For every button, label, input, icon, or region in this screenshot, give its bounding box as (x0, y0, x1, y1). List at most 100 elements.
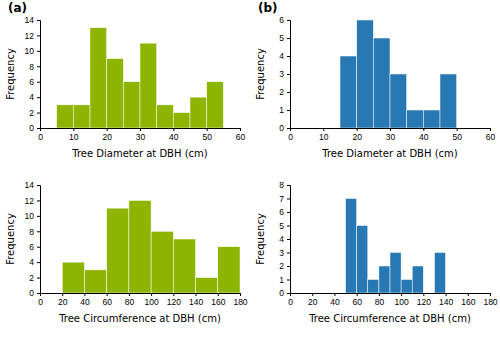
panel-label: (a) (8, 1, 27, 15)
tick-label: 7 (279, 194, 284, 204)
panel: 020406080100120140160180012345678Tree Ci… (255, 180, 498, 324)
axis-line (37, 186, 41, 294)
tick: 1 (279, 275, 290, 285)
tick: 6 (29, 242, 40, 252)
bar (423, 293, 434, 294)
bar (90, 28, 107, 128)
bar (390, 74, 407, 128)
axis-line (291, 294, 491, 297)
tick-label: 60 (102, 297, 112, 307)
tick-mark (357, 128, 358, 131)
tick-mark (287, 253, 290, 254)
tick-mark (196, 293, 197, 296)
tick-mark (423, 128, 424, 131)
tick: 10 (69, 128, 79, 142)
bar (84, 270, 106, 293)
tick-label: 10 (25, 46, 35, 56)
tick-mark (37, 128, 40, 129)
tick-label: 50 (452, 132, 462, 142)
tick: 140 (189, 293, 203, 307)
tick-label: 60 (486, 132, 496, 142)
tick: 0 (38, 293, 43, 307)
tick-label: 50 (202, 132, 212, 142)
bar (440, 74, 457, 128)
tick: 60 (352, 293, 362, 307)
panel: 02040608010012014016018002468101214Tree … (5, 180, 248, 324)
tick-mark (423, 293, 424, 296)
tick-mark (240, 128, 241, 131)
bar (196, 278, 218, 293)
tick-label: 20 (308, 297, 318, 307)
tick-label: 20 (102, 132, 112, 142)
tick: 100 (145, 293, 159, 307)
tick-label: 14 (25, 15, 35, 25)
tick-mark (468, 293, 469, 296)
tick-label: 12 (25, 196, 35, 206)
tick-label: 8 (29, 62, 34, 72)
tick-mark (287, 128, 290, 129)
tick-mark (173, 293, 174, 296)
tick: 1 (279, 105, 290, 115)
tick-mark (37, 97, 40, 98)
tick: 160 (461, 293, 475, 307)
tick-mark (287, 56, 290, 57)
tick: 14 (25, 15, 40, 25)
bar (340, 56, 357, 128)
tick: 140 (439, 293, 453, 307)
tick-mark (129, 293, 130, 296)
tick: 10 (319, 128, 329, 142)
tick-mark (173, 128, 174, 131)
tick-mark (357, 293, 358, 296)
tick-label: 180 (233, 297, 247, 307)
tick-mark (151, 293, 152, 296)
tick-label: 6 (29, 77, 34, 87)
tick: 5 (279, 221, 290, 231)
tick-mark (287, 212, 290, 213)
tick-label: 10 (25, 211, 35, 221)
tick-label: 80 (375, 297, 385, 307)
tick: 0 (288, 293, 293, 307)
tick-label: 2 (279, 261, 284, 271)
bar (151, 231, 173, 293)
tick-mark (490, 128, 491, 131)
y-axis-title: Frequency (255, 48, 266, 100)
bar (346, 199, 357, 294)
bar (218, 247, 240, 293)
tick-label: 160 (211, 297, 225, 307)
tick: 40 (330, 293, 340, 307)
tick: 20 (308, 293, 318, 307)
tick-label: 6 (279, 15, 284, 25)
tick-label: 6 (279, 207, 284, 217)
tick-label: 0 (38, 297, 43, 307)
tick-mark (457, 128, 458, 131)
bar (173, 239, 195, 293)
tick-label: 2 (29, 108, 34, 118)
bar (207, 82, 224, 128)
tick: 60 (236, 128, 246, 142)
tick-mark (37, 200, 40, 201)
tick: 0 (279, 288, 290, 298)
tick-label: 4 (279, 234, 284, 244)
tick-mark (287, 185, 290, 186)
tick-mark (390, 128, 391, 131)
axis-line (291, 129, 491, 132)
bar (157, 105, 174, 128)
tick: 10 (25, 211, 40, 221)
tick-mark (37, 20, 40, 21)
tick-mark (287, 110, 290, 111)
tick: 40 (80, 293, 90, 307)
y-axis: 02468101214 (25, 180, 41, 298)
tick: 40 (169, 128, 179, 142)
tick: 6 (279, 15, 290, 25)
panel-label: (b) (258, 1, 278, 15)
bar (423, 110, 440, 128)
tick: 4 (279, 234, 290, 244)
tick-label: 3 (279, 69, 284, 79)
tick-mark (334, 293, 335, 296)
tick: 0 (279, 123, 290, 133)
tick: 14 (25, 180, 40, 190)
axis-line (287, 21, 291, 129)
y-axis: 012345678 (279, 180, 290, 298)
tick: 180 (483, 293, 497, 307)
tick: 0 (29, 123, 40, 133)
